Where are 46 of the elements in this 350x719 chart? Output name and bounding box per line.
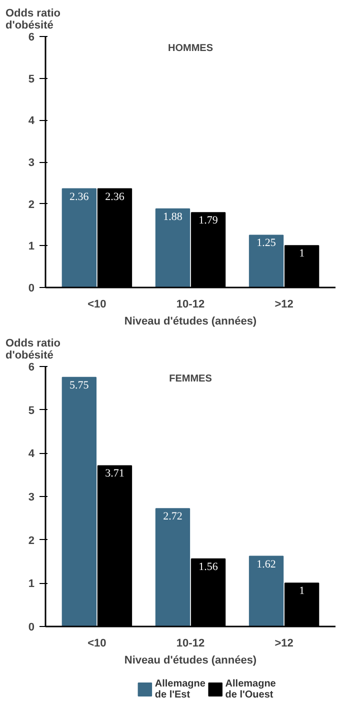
data-label: 1.62 (256, 558, 276, 570)
y-tick-label: 4 (28, 115, 36, 128)
bar (62, 188, 97, 288)
legend-label: Allemagne de l'Est (154, 678, 206, 700)
data-label: 1 (299, 585, 305, 598)
bar (155, 508, 190, 626)
x-tick-label: >12 (274, 298, 294, 310)
data-label: 2.36 (70, 190, 90, 203)
y-axis-title: Odds ratio d'obésité (6, 8, 61, 32)
y-tick-label: 4 (28, 448, 36, 460)
x-tick-label: <10 (88, 638, 106, 650)
x-axis-title: Niveau d'études (années) (124, 316, 257, 328)
data-label: 1.88 (163, 210, 183, 223)
legend-label: Allemagne de l'Ouest (225, 678, 276, 700)
bar (155, 208, 190, 288)
data-label: 1.25 (256, 237, 276, 250)
data-label: 2.72 (163, 510, 182, 523)
bar (248, 234, 284, 288)
data-label: 1 (299, 248, 305, 260)
x-tick-label: >12 (274, 638, 294, 650)
data-label: 5.75 (70, 379, 90, 392)
y-tick-label: 6 (28, 362, 35, 374)
y-tick-label: 3 (28, 492, 35, 504)
y-tick-label: 1 (28, 240, 35, 253)
bar (62, 376, 97, 626)
y-tick-label: 0 (28, 282, 35, 294)
y-tick-label: 5 (28, 404, 35, 417)
data-label: 3.71 (105, 468, 124, 480)
x-tick-label: 10-12 (176, 638, 205, 650)
bar (248, 556, 284, 626)
y-tick-label: 2 (28, 198, 35, 211)
data-label: 1.56 (198, 560, 218, 573)
x-axis-title: Niveau d'études (années) (124, 654, 257, 666)
y-tick-label: 6 (28, 32, 35, 44)
x-tick-label: <10 (88, 298, 106, 310)
data-label: 1.79 (198, 214, 218, 227)
y-tick-label: 1 (28, 578, 35, 590)
text: FEMMES (169, 374, 212, 385)
y-tick-label: 5 (28, 73, 35, 86)
text: HOMMES (168, 43, 214, 54)
data-label: 2.36 (105, 190, 125, 203)
x-tick-label: 10-12 (176, 298, 205, 310)
y-axis-title: Odds ratio d'obésité (6, 338, 61, 362)
y-tick-label: 0 (28, 622, 35, 634)
y-tick-label: 3 (28, 157, 35, 169)
y-tick-label: 2 (28, 534, 35, 547)
